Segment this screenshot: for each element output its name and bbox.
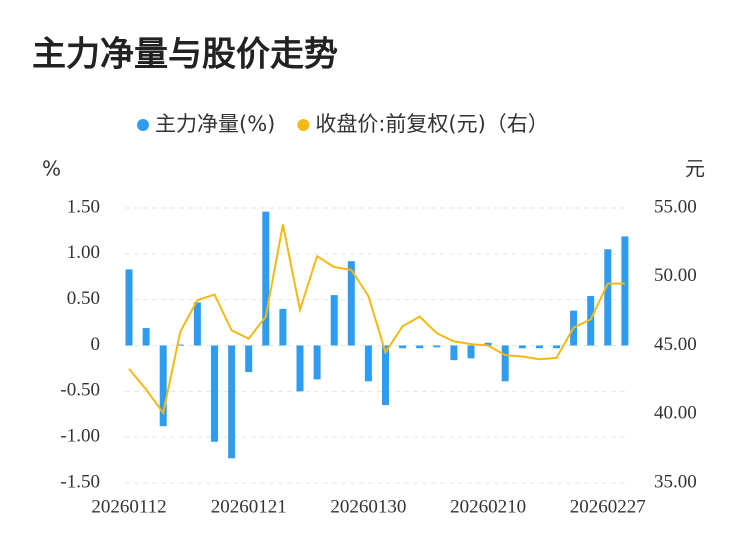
bar <box>228 345 236 459</box>
price-line <box>128 224 625 416</box>
legend-marker <box>137 119 149 131</box>
bar <box>484 342 492 346</box>
x-tick-label: 20260227 <box>570 496 646 517</box>
bar <box>450 345 458 361</box>
bar <box>604 249 612 346</box>
y-axis-label: % <box>42 157 61 181</box>
bar <box>211 345 218 442</box>
bar <box>245 345 253 373</box>
bar <box>553 345 560 349</box>
legend-marker <box>297 119 310 131</box>
chart-title: 主力净量与股价走势 <box>32 35 338 75</box>
bar <box>535 345 543 349</box>
y2-tick-label: 40.00 <box>654 403 697 424</box>
y2-tick-label: 45.00 <box>654 334 697 355</box>
y-tick-label: -0.50 <box>60 380 100 401</box>
y-tick-label: 1.50 <box>67 196 100 217</box>
y2-axis-label: 元 <box>685 157 705 181</box>
y2-tick-label: 50.00 <box>654 265 697 286</box>
y-tick-label: -1.50 <box>60 471 100 492</box>
bar <box>330 295 338 346</box>
y2-tick-label: 35.00 <box>654 471 697 492</box>
bar <box>518 345 526 349</box>
y2-tick-label: 55.00 <box>654 196 697 217</box>
x-tick-label: 20260210 <box>450 496 526 517</box>
bar <box>279 308 287 346</box>
bar <box>467 345 475 359</box>
x-tick-label: 20260121 <box>211 496 287 517</box>
bar <box>621 236 629 346</box>
x-tick-label: 20260130 <box>330 496 406 517</box>
bar <box>382 345 389 406</box>
bar <box>587 296 595 346</box>
bar <box>296 345 304 392</box>
bar <box>399 345 407 349</box>
y-tick-label: 1.00 <box>67 242 100 263</box>
bar <box>313 345 321 380</box>
legend-label: 主力净量(%) <box>155 112 275 136</box>
bar <box>364 345 372 382</box>
bar <box>347 261 355 346</box>
bar <box>142 328 150 346</box>
bar <box>416 345 424 349</box>
legend-label: 收盘价:前复权(元)（右） <box>315 112 548 136</box>
bar <box>125 269 133 346</box>
y-tick-label: 0 <box>91 334 101 355</box>
bar <box>159 345 167 427</box>
bar <box>501 345 509 382</box>
x-tick-label: 20260112 <box>91 496 166 517</box>
y-tick-label: -1.00 <box>60 426 100 447</box>
bar <box>433 345 441 348</box>
bar <box>193 302 201 346</box>
bar <box>262 211 270 346</box>
bar <box>176 344 184 346</box>
y-tick-label: 0.50 <box>67 288 100 309</box>
